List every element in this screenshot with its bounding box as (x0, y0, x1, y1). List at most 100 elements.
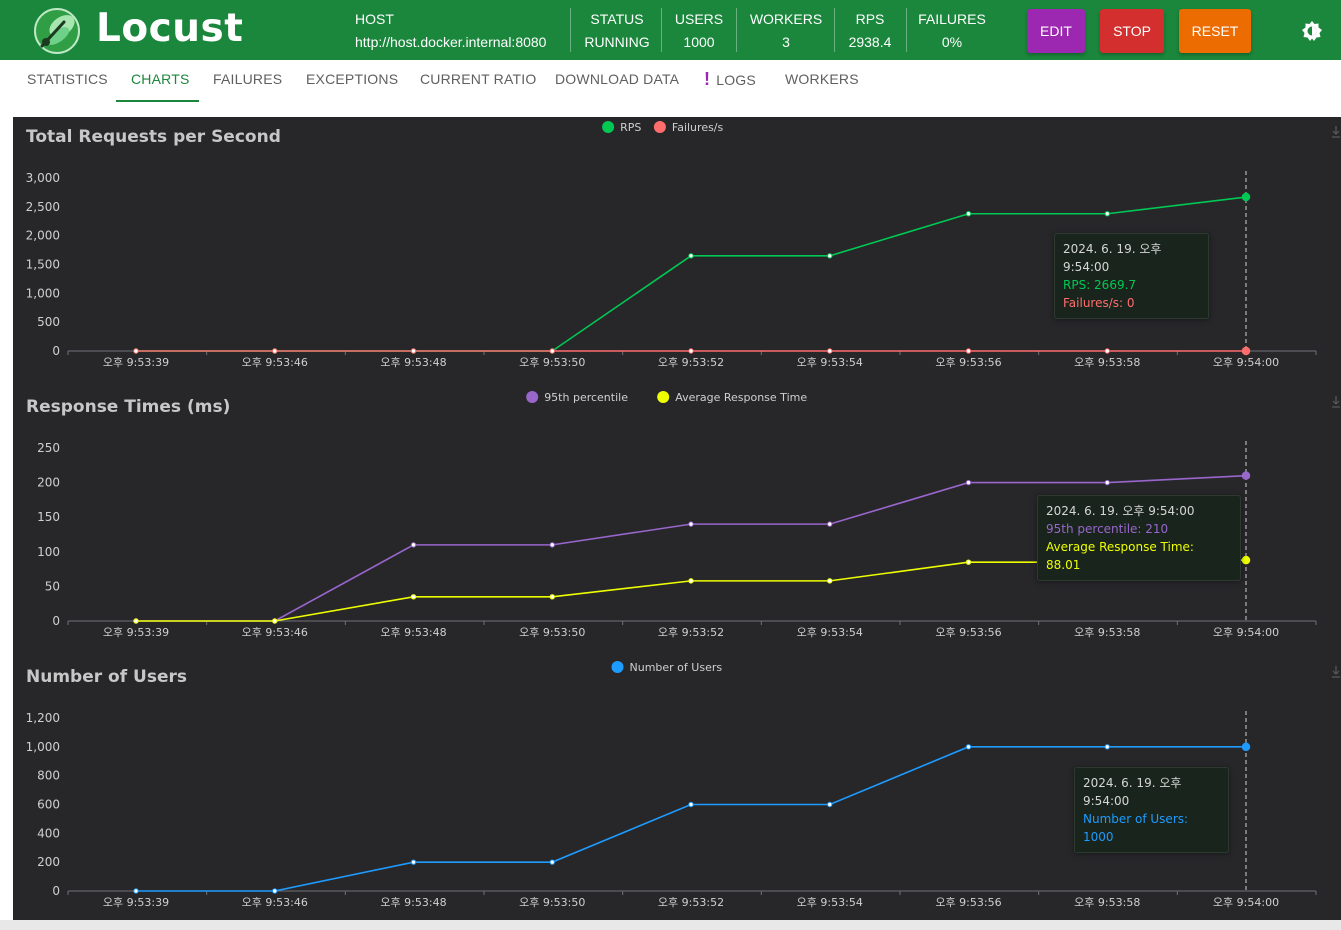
data-point (688, 348, 694, 354)
data-point (549, 594, 555, 600)
data-point (1241, 742, 1251, 752)
data-point (827, 253, 833, 259)
exclamation-icon: ! (704, 69, 711, 89)
y-tick-label: 2,000 (26, 229, 60, 243)
x-tick-label: 오후 9:54:00 (1213, 896, 1279, 909)
y-tick-label: 100 (37, 545, 60, 559)
x-tick-label: 오후 9:53:39 (103, 626, 169, 639)
data-point (272, 618, 278, 624)
x-tick-label: 오후 9:53:46 (242, 626, 308, 639)
legend-label: Failures/s (672, 121, 724, 134)
chart-tooltip: 2024. 6. 19. 오후 9:54:00 95th percentile:… (1037, 495, 1241, 581)
edit-button[interactable]: EDIT (1027, 9, 1085, 53)
x-tick-label: 오후 9:53:50 (519, 626, 585, 639)
tab-failures[interactable]: FAILURES (213, 71, 283, 87)
x-tick-label: 오후 9:53:46 (242, 356, 308, 369)
y-tick-label: 1,000 (26, 286, 60, 300)
tooltip-date: 2024. 6. 19. 오후 9:54:00 (1063, 242, 1162, 274)
rps-label: RPS (855, 11, 885, 27)
tab-bar: STATISTICS CHARTS FAILURES EXCEPTIONS CU… (0, 60, 1341, 116)
data-point (965, 211, 972, 217)
users-value: 1000 (683, 34, 715, 50)
stop-button[interactable]: STOP (1100, 9, 1164, 53)
data-point (1104, 348, 1110, 354)
legend-marker-icon (611, 661, 624, 673)
x-tick-label: 오후 9:53:52 (658, 356, 724, 369)
x-tick-label: 오후 9:53:56 (935, 356, 1001, 369)
header-divider (906, 8, 907, 52)
x-tick-label: 오후 9:53:58 (1074, 626, 1140, 639)
x-tick-label: 오후 9:53:52 (658, 626, 724, 639)
y-tick-label: 0 (52, 344, 60, 358)
tab-exceptions[interactable]: EXCEPTIONS (306, 71, 399, 87)
y-tick-label: 500 (37, 315, 60, 329)
rps-stat: RPS 2938.4 (842, 10, 898, 52)
tooltip-rps-row: RPS: 2669.7 (1063, 278, 1137, 292)
y-tick-label: 150 (37, 510, 60, 524)
response-times-chart: Response Times (ms) 0 50 100 150 200 250 오후 9:… (13, 387, 1341, 657)
data-point (827, 801, 833, 808)
data-point (272, 888, 278, 894)
save-as-image-icon[interactable] (1331, 665, 1341, 679)
data-point (965, 479, 972, 486)
top-header: Locust HOST http://host.docker.internal:… (0, 0, 1341, 60)
tooltip-date: 2024. 6. 19. 오후 9:54:00 (1046, 504, 1195, 518)
theme-toggle-icon[interactable] (1300, 19, 1324, 43)
tooltip-users-row: Number of Users: 1000 (1083, 812, 1189, 844)
legend-label: 95th percentile (544, 391, 628, 404)
tab-workers[interactable]: WORKERS (785, 71, 859, 87)
users-stat: USERS 1000 (670, 10, 728, 52)
data-point (549, 542, 555, 548)
host-stat: HOST http://host.docker.internal:8080 (355, 10, 546, 52)
legend-marker-icon (602, 121, 615, 133)
tab-charts[interactable]: CHARTS (131, 71, 190, 87)
active-tab-indicator (116, 100, 199, 102)
rps-value: 2938.4 (848, 34, 892, 50)
save-as-image-icon[interactable] (1331, 125, 1341, 139)
workers-stat: WORKERS 3 (748, 10, 824, 52)
failures-value: 0% (941, 34, 963, 50)
data-point (1104, 479, 1110, 486)
failures-stat: FAILURES 0% (916, 10, 988, 52)
data-point (965, 559, 972, 565)
data-point (410, 348, 417, 354)
x-tick-label: 오후 9:53:48 (380, 896, 446, 909)
y-tick-label: 800 (37, 769, 60, 783)
save-as-image-icon[interactable] (1331, 395, 1341, 409)
tab-logs[interactable]: ! LOGS (704, 60, 756, 102)
x-tick-label: 오후 9:54:00 (1213, 356, 1279, 369)
users-chart: Number of Users 0 200 400 600 800 1,000 1,200 오… (13, 657, 1341, 927)
x-tick-label: 오후 9:53:56 (935, 896, 1001, 909)
tab-statistics[interactable]: STATISTICS (27, 71, 108, 87)
y-tick-label: 0 (52, 614, 60, 628)
data-point (827, 578, 833, 584)
x-tick-label: 오후 9:53:54 (797, 626, 863, 639)
data-point (410, 542, 417, 548)
reset-button[interactable]: RESET (1179, 9, 1251, 53)
y-tick-label: 600 (37, 798, 60, 812)
tab-current-ratio[interactable]: CURRENT RATIO (420, 71, 537, 87)
y-tick-label: 50 (45, 579, 60, 593)
y-tick-label: 3,000 (26, 171, 60, 185)
x-tick-label: 오후 9:53:58 (1074, 896, 1140, 909)
status-label: STATUS (590, 11, 644, 27)
tooltip-failures-row: Failures/s: 0 (1063, 296, 1135, 310)
x-tick-label: 오후 9:53:39 (103, 356, 169, 369)
rps-chart-plot: 0 500 1,000 1,500 2,000 2,500 3,000 오후 9:53:39 오… (26, 121, 1317, 369)
response-times-chart-plot: 0 50 100 150 200 250 오후 9:53:39 오후 9:53:46 오후 9:… (37, 391, 1317, 639)
y-tick-label: 1,500 (26, 258, 60, 272)
brand-name: Locust (96, 6, 244, 51)
tab-logs-label: LOGS (716, 72, 756, 88)
legend-marker-icon (657, 391, 670, 403)
host-value: http://host.docker.internal:8080 (355, 34, 547, 50)
x-tick-label: 오후 9:53:50 (519, 356, 585, 369)
rps-chart: Total Requests per Second 0 500 1,000 1,500… (13, 117, 1341, 387)
x-tick-label: 오후 9:53:56 (935, 626, 1001, 639)
data-point (410, 594, 417, 600)
data-point (133, 888, 139, 894)
legend-marker-icon (526, 391, 539, 403)
locust-logo-icon (34, 8, 80, 54)
workers-label: WORKERS (749, 11, 823, 27)
tab-download-data[interactable]: DOWNLOAD DATA (555, 71, 680, 87)
y-tick-label: 250 (37, 441, 60, 455)
